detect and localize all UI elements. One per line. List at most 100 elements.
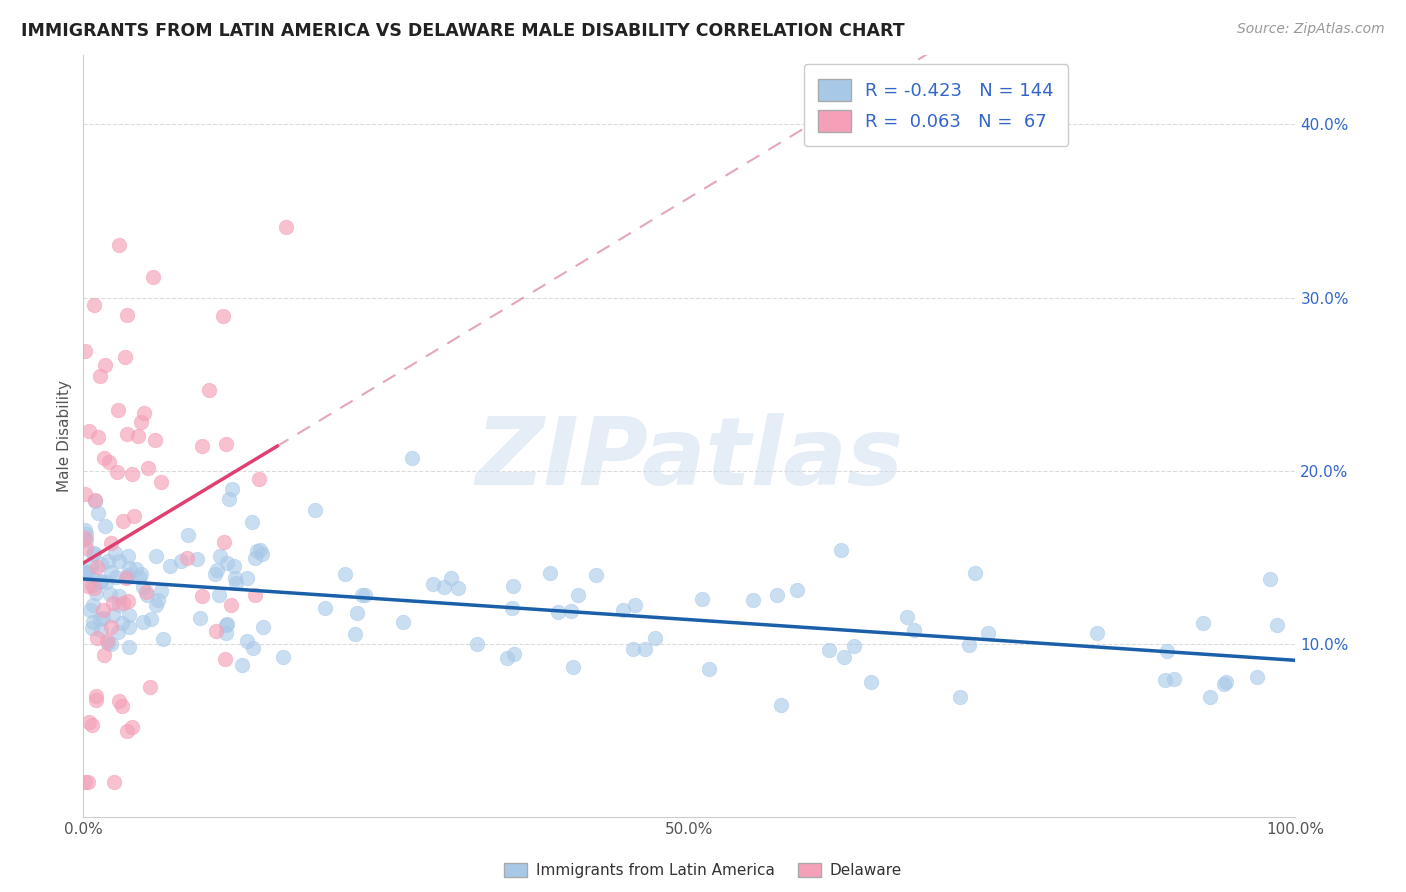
Point <box>633 641 655 656</box>
Point <box>204 566 226 581</box>
Point <box>957 638 980 652</box>
Point <box>128 570 150 584</box>
Point <box>118 607 141 622</box>
Point <box>176 551 198 566</box>
Point <box>82 599 104 613</box>
Point <box>304 503 326 517</box>
Point <box>215 617 238 632</box>
Point <box>447 581 470 595</box>
Point <box>242 640 264 655</box>
Point <box>135 585 157 599</box>
Point <box>73 565 96 579</box>
Point <box>236 571 259 585</box>
Point <box>77 566 100 580</box>
Point <box>1215 674 1237 689</box>
Point <box>538 566 561 581</box>
Point <box>198 383 221 397</box>
Point <box>502 648 524 662</box>
Point <box>93 451 115 466</box>
Point <box>205 563 228 577</box>
Point <box>91 611 114 625</box>
Point <box>142 270 165 285</box>
Point <box>190 439 212 453</box>
Point <box>118 620 141 634</box>
Point <box>96 634 118 648</box>
Point <box>83 493 105 508</box>
Point <box>115 570 138 584</box>
Point <box>118 561 141 575</box>
Point <box>107 694 129 708</box>
Point <box>132 580 155 594</box>
Point <box>502 579 524 593</box>
Point <box>208 588 231 602</box>
Point <box>105 569 128 583</box>
Point <box>100 637 122 651</box>
Point <box>115 723 138 738</box>
Point <box>129 415 152 429</box>
Point <box>235 633 257 648</box>
Point <box>125 561 148 575</box>
Point <box>108 598 131 612</box>
Point <box>786 582 808 597</box>
Point <box>84 689 107 703</box>
Point <box>82 615 104 629</box>
Point <box>215 437 238 451</box>
Point <box>108 553 131 567</box>
Point <box>690 591 713 606</box>
Point <box>117 549 139 563</box>
Point <box>100 535 122 549</box>
Point <box>623 598 645 612</box>
Point <box>101 596 124 610</box>
Point <box>832 650 855 665</box>
Point <box>246 544 269 558</box>
Point <box>621 641 644 656</box>
Point <box>114 350 136 364</box>
Point <box>86 585 108 599</box>
Point <box>114 571 136 585</box>
Point <box>1246 670 1268 684</box>
Point <box>314 600 336 615</box>
Point <box>769 698 792 713</box>
Point <box>111 596 134 610</box>
Point <box>149 475 172 489</box>
Point <box>190 589 212 603</box>
Point <box>132 615 155 629</box>
Point <box>115 308 138 322</box>
Text: IMMIGRANTS FROM LATIN AMERICA VS DELAWARE MALE DISABILITY CORRELATION CHART: IMMIGRANTS FROM LATIN AMERICA VS DELAWAR… <box>21 22 904 40</box>
Point <box>107 403 129 417</box>
Point <box>86 560 108 574</box>
Point <box>697 662 720 676</box>
Legend: Immigrants from Latin America, Delaware: Immigrants from Latin America, Delaware <box>498 857 908 884</box>
Point <box>818 642 841 657</box>
Point <box>243 550 266 565</box>
Point <box>1191 615 1213 630</box>
Point <box>94 575 117 590</box>
Point <box>222 558 245 573</box>
Point <box>105 465 128 479</box>
Point <box>170 554 193 568</box>
Point <box>79 558 101 573</box>
Point <box>117 567 139 582</box>
Point <box>215 616 238 631</box>
Point <box>354 588 377 602</box>
Point <box>77 714 100 729</box>
Point <box>208 549 231 563</box>
Point <box>145 549 167 564</box>
Point <box>124 509 146 524</box>
Point <box>87 430 110 444</box>
Point <box>103 775 125 789</box>
Point <box>214 652 236 666</box>
Point <box>80 621 103 635</box>
Point <box>82 547 104 561</box>
Point <box>73 775 96 789</box>
Point <box>73 343 96 358</box>
Point <box>225 575 247 590</box>
Point <box>830 543 852 558</box>
Point <box>136 461 159 475</box>
Point <box>612 603 634 617</box>
Point <box>501 601 523 615</box>
Point <box>949 690 972 705</box>
Point <box>80 578 103 592</box>
Point <box>84 693 107 707</box>
Point <box>87 506 110 520</box>
